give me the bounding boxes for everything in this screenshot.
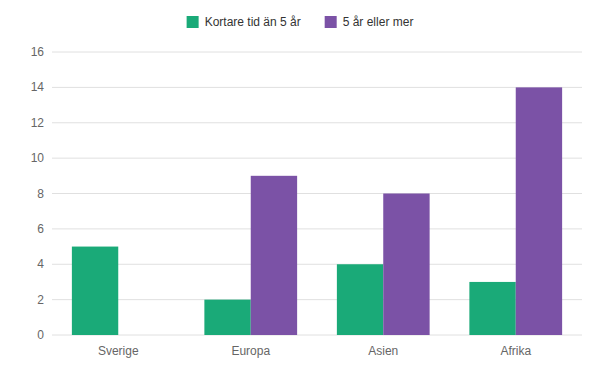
y-tick-label: 8 bbox=[37, 187, 44, 201]
legend-label: 5 år eller mer bbox=[343, 15, 414, 29]
y-tick-label: 6 bbox=[37, 222, 44, 236]
y-tick-label: 16 bbox=[31, 45, 45, 59]
bar bbox=[469, 282, 515, 335]
y-tick-label: 14 bbox=[31, 80, 45, 94]
grid-line bbox=[52, 87, 582, 88]
legend: Kortare tid än 5 år 5 år eller mer bbox=[187, 15, 414, 29]
y-tick-label: 10 bbox=[31, 151, 45, 165]
bar bbox=[204, 300, 250, 335]
legend-item: 5 år eller mer bbox=[325, 15, 414, 29]
x-tick-label: Sverige bbox=[98, 344, 139, 358]
bar bbox=[383, 194, 429, 336]
bar bbox=[72, 247, 118, 335]
grid-line bbox=[52, 228, 582, 229]
grid-line bbox=[52, 193, 582, 194]
y-tick-label: 12 bbox=[31, 116, 45, 130]
legend-label: Kortare tid än 5 år bbox=[205, 15, 301, 29]
grid-line bbox=[52, 122, 582, 123]
grid-line bbox=[52, 158, 582, 159]
y-axis: 0 2 4 6 8 10 12 14 16 bbox=[31, 45, 45, 342]
chart: 0 2 4 6 8 10 12 14 16 Sverige Europa Asien Afrika Kor… bbox=[0, 0, 600, 375]
legend-item: Kortare tid än 5 år bbox=[187, 15, 301, 29]
y-tick-label: 4 bbox=[37, 257, 44, 271]
legend-swatch bbox=[187, 16, 199, 28]
x-tick-label: Asien bbox=[368, 344, 398, 358]
bar bbox=[516, 87, 562, 335]
page: {"chart_data": {"type": "bar", "categori… bbox=[0, 0, 600, 375]
grid bbox=[52, 52, 582, 335]
bar bbox=[337, 264, 383, 335]
chart-container: 0 2 4 6 8 10 12 14 16 Sverige Europa Asien Afrika Kor… bbox=[0, 0, 600, 375]
bars bbox=[72, 87, 562, 335]
grid-line bbox=[52, 52, 582, 53]
bar bbox=[251, 176, 297, 335]
y-tick-label: 0 bbox=[37, 328, 44, 342]
grid-line bbox=[52, 264, 582, 265]
x-axis: Sverige Europa Asien Afrika bbox=[98, 344, 532, 358]
legend-swatch bbox=[325, 16, 337, 28]
x-tick-label: Afrika bbox=[500, 344, 531, 358]
x-tick-label: Europa bbox=[231, 344, 270, 358]
y-tick-label: 2 bbox=[37, 293, 44, 307]
